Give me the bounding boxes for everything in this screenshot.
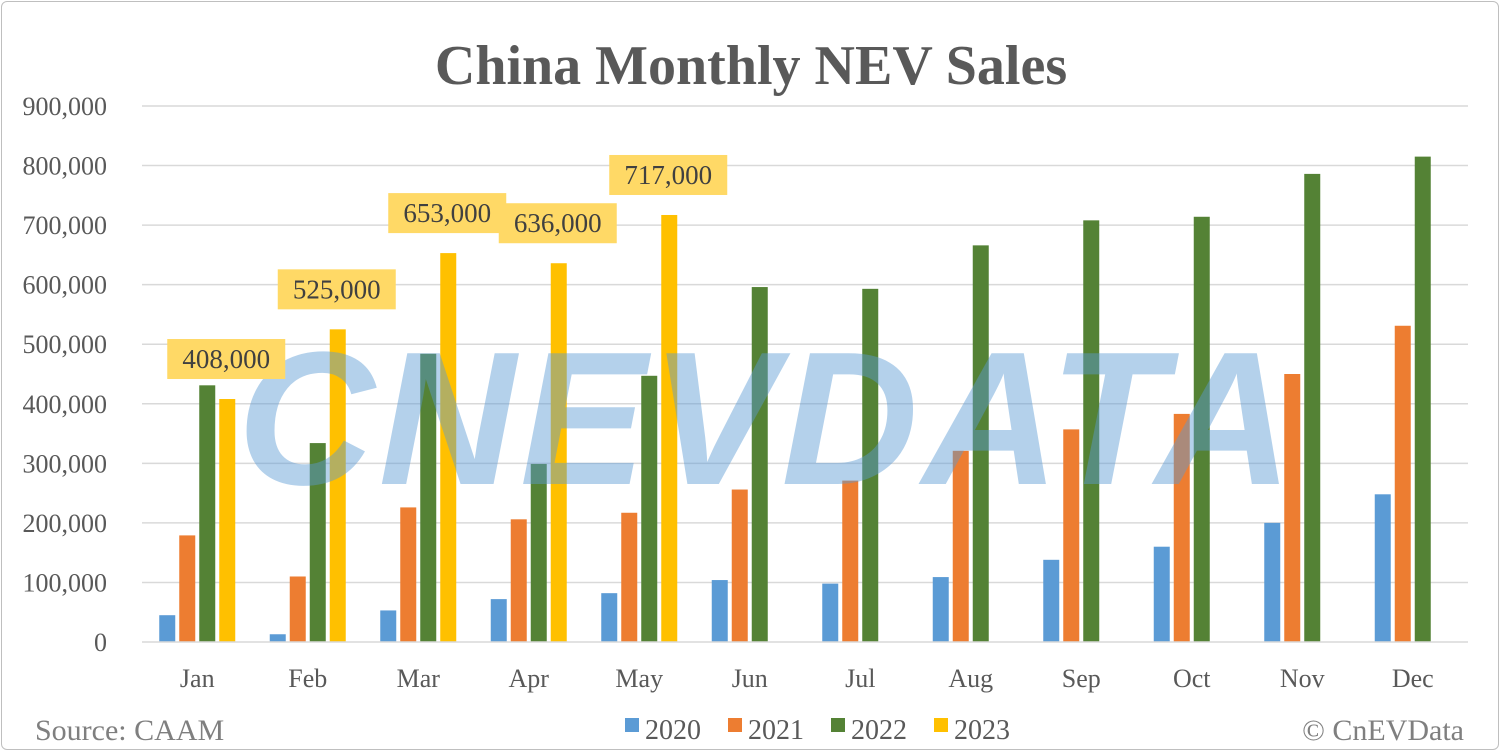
watermark-logo: CNEVDATA [237, 313, 1296, 525]
bar-2023-may [661, 214, 678, 642]
bar-2023-jan [219, 399, 236, 642]
x-axis-categories: Jan Feb Mar Apr May Jun Jul Aug Sep Oct Nov Dec [180, 664, 1434, 693]
bar-2020-jun [711, 580, 728, 642]
bar-2021-jan [179, 535, 196, 642]
data-label-2023-may: 717,000 [624, 160, 712, 190]
bar-2022-may [641, 375, 658, 642]
y-tick-label: 300,000 [23, 449, 108, 478]
bar-2023-feb [329, 329, 346, 642]
y-tick-label: 200,000 [23, 509, 108, 538]
x-tick-label-jul: Jul [845, 664, 875, 693]
chart-title: China Monthly NEV Sales [435, 35, 1067, 97]
x-tick-label-feb: Feb [288, 664, 327, 693]
x-tick-label-may: May [615, 664, 663, 693]
bar-2021-feb [289, 576, 306, 642]
y-tick-label: 700,000 [23, 211, 108, 240]
data-label-box [609, 154, 728, 195]
y-axis-ticks: 0 100,000 200,000 300,000 400,000 500,000 600,… [23, 92, 108, 657]
x-tick-label-apr: Apr [509, 664, 550, 693]
data-label-2023-apr: 636,000 [514, 208, 602, 238]
legend-swatch-2020 [625, 718, 639, 732]
bar-2022-oct [1193, 216, 1210, 643]
y-tick-label: 900,000 [23, 92, 108, 121]
bar-2020-feb [269, 634, 286, 642]
bar-2021-dec [1394, 325, 1411, 642]
bar-2023-mar [440, 253, 457, 642]
bar-2022-jan [199, 385, 216, 642]
bar-2022-jul [862, 288, 879, 642]
y-tick-label: 600,000 [23, 271, 108, 300]
data-label-box [498, 203, 617, 244]
y-tick-label: 500,000 [23, 330, 108, 359]
bar-2020-nov [1264, 522, 1281, 642]
bar-2020-apr [490, 599, 507, 642]
data-labels: 408,000 525,000 653,000 636,000 717,000 [167, 154, 728, 380]
legend-label-2022: 2022 [851, 715, 907, 746]
legend-label-2023: 2023 [954, 715, 1010, 746]
bar-2020-dec [1374, 494, 1391, 642]
legend-label-2021: 2021 [748, 715, 804, 746]
legend-swatch-2022 [831, 718, 845, 732]
x-tick-label-nov: Nov [1280, 664, 1325, 693]
bar-2020-may [601, 593, 618, 642]
bar-2021-oct [1173, 413, 1190, 642]
data-label-2023-feb: 525,000 [293, 274, 381, 304]
bar-2021-may [621, 512, 638, 642]
bar-2020-aug [932, 577, 949, 642]
bar-2022-jun [751, 287, 768, 642]
data-label-box [277, 269, 396, 310]
x-tick-label-aug: Aug [948, 664, 993, 693]
x-tick-label-oct: Oct [1173, 664, 1211, 693]
bar-2020-mar [380, 610, 397, 642]
data-label-2023-jan: 408,000 [182, 344, 270, 374]
bar-2022-apr [530, 463, 547, 642]
bar-2022-nov [1304, 173, 1321, 643]
y-tick-label: 100,000 [23, 568, 108, 597]
bar-2020-oct [1153, 546, 1170, 642]
legend-swatch-2021 [728, 718, 742, 732]
data-label-box [167, 339, 286, 380]
legend-label-2020: 2020 [645, 715, 701, 746]
source-note: Source: CAAM [35, 714, 224, 747]
bar-2020-sep [1043, 559, 1060, 642]
bar-2022-dec [1414, 156, 1431, 642]
x-tick-label-jan: Jan [180, 664, 215, 693]
legend: 2020 2021 2022 2023 [625, 715, 1010, 746]
bar-2020-jan [159, 615, 176, 642]
bar-2022-mar [420, 353, 437, 642]
y-tick-label: 0 [94, 628, 107, 657]
bar-2022-sep [1083, 220, 1100, 642]
bar-2023-apr [550, 263, 567, 642]
bars [159, 156, 1431, 643]
bar-2022-aug [972, 245, 989, 643]
bar-2021-apr [510, 519, 527, 642]
x-tick-label-jun: Jun [732, 664, 768, 693]
data-label-box [388, 193, 507, 234]
bar-2021-jun [731, 489, 748, 642]
bar-2020-jul [822, 583, 839, 642]
bar-2021-mar [400, 507, 417, 642]
copyright-note: © CnEVData [1302, 714, 1464, 747]
bar-2021-nov [1284, 374, 1301, 642]
x-tick-label-mar: Mar [397, 664, 441, 693]
bar-2021-jul [842, 480, 859, 642]
legend-swatch-2023 [934, 718, 948, 732]
x-tick-label-dec: Dec [1392, 664, 1434, 693]
y-tick-label: 400,000 [23, 390, 108, 419]
bar-2021-sep [1063, 429, 1080, 642]
bar-2022-feb [309, 443, 326, 642]
data-label-2023-mar: 653,000 [403, 198, 491, 228]
bar-2021-aug [952, 450, 969, 642]
y-tick-label: 800,000 [23, 152, 108, 181]
x-tick-label-sep: Sep [1062, 664, 1101, 693]
